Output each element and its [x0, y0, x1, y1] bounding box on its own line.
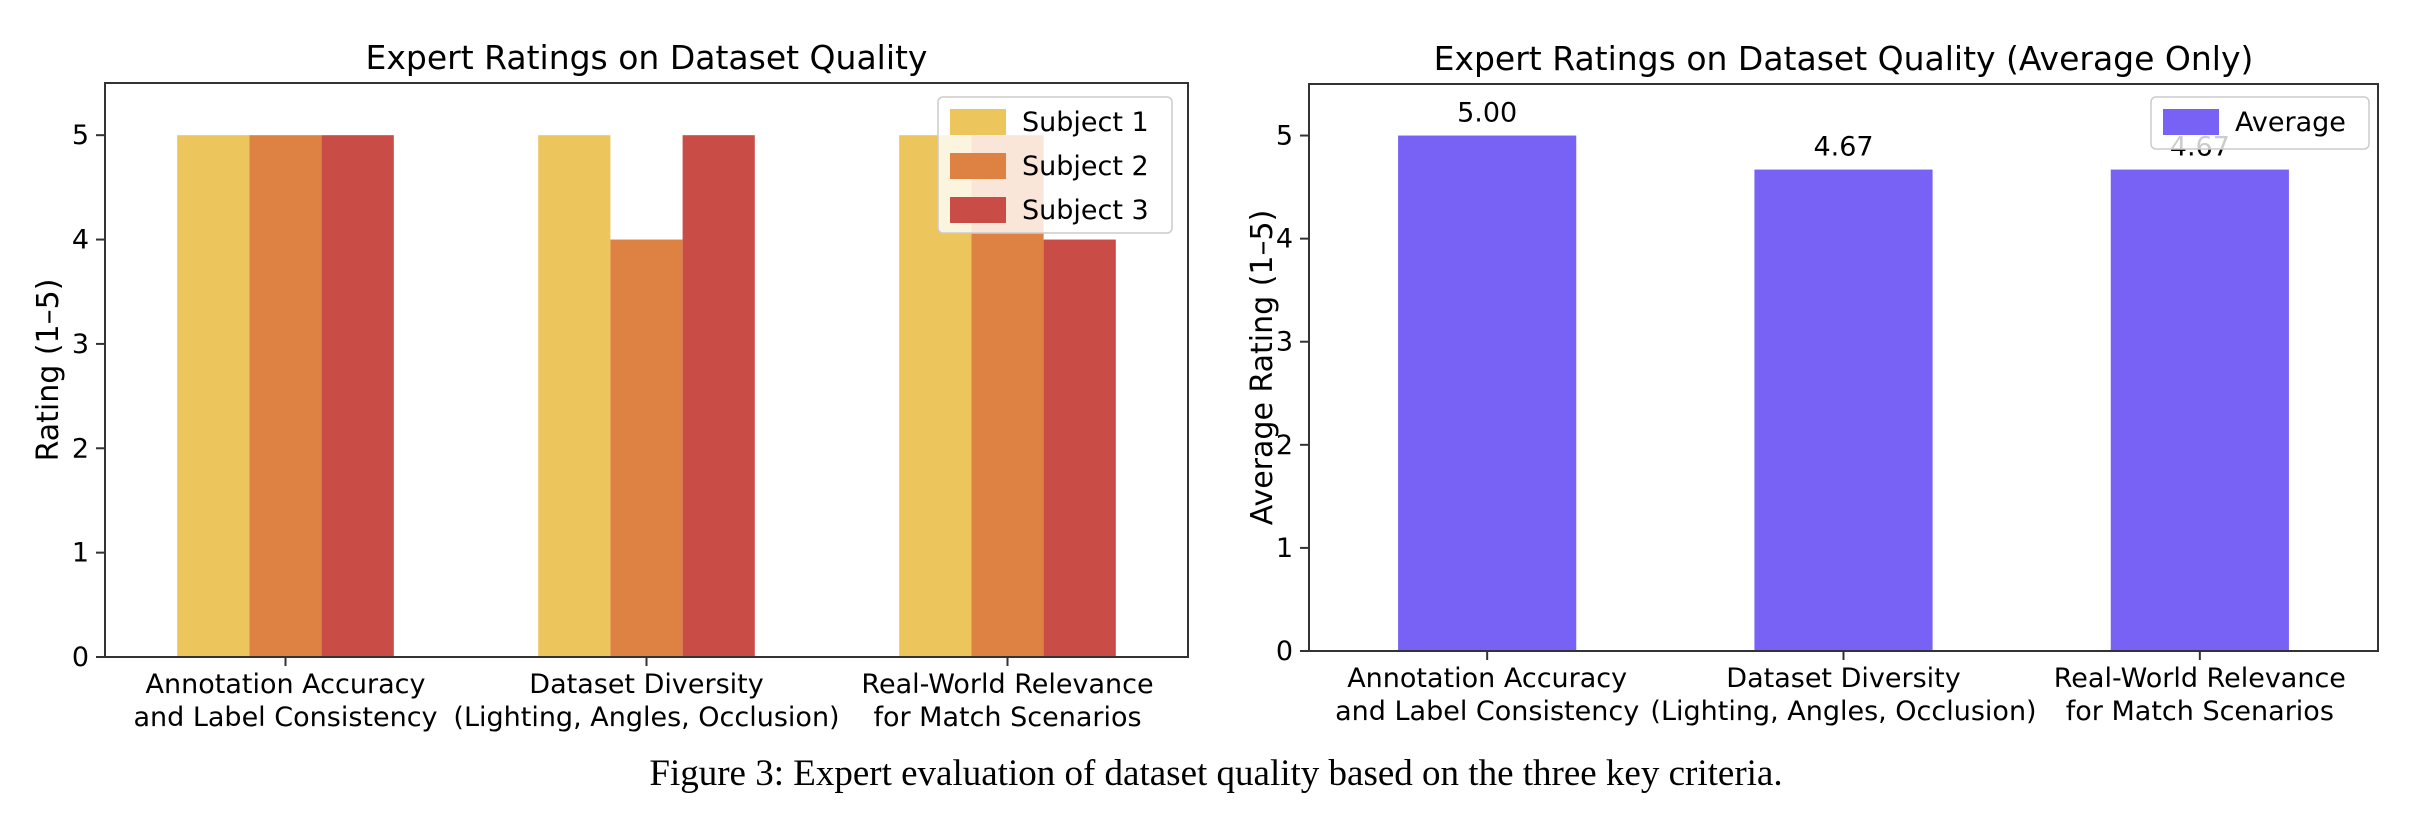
y-tick-label: 1	[1276, 533, 1293, 564]
chart-title: Expert Ratings on Dataset Quality (Avera…	[1434, 39, 2254, 78]
legend-swatch	[950, 153, 1006, 179]
legend-swatch	[2163, 109, 2219, 135]
figure-caption: Figure 3: Expert evaluation of dataset q…	[649, 753, 1783, 794]
x-tick-label: and Label Consistency	[133, 702, 437, 733]
x-tick-label: Annotation Accuracy	[146, 669, 426, 700]
data-label: 4.67	[1813, 132, 1873, 163]
x-tick-label: (Lighting, Angles, Occlusion)	[453, 702, 839, 733]
y-tick-label: 0	[72, 642, 89, 673]
y-tick-label: 4	[1276, 224, 1293, 255]
x-tick-label: for Match Scenarios	[2066, 696, 2334, 727]
legend-swatch	[950, 109, 1006, 135]
x-tick-label: and Label Consistency	[1335, 696, 1639, 727]
y-tick-label: 4	[72, 225, 89, 256]
bar	[538, 135, 611, 657]
y-tick-label: 3	[72, 329, 89, 360]
chart-1: Expert Ratings on Dataset Quality 0 1 2 3 4 5 A…	[31, 38, 1189, 733]
y-axis-label: Rating (1–5)	[31, 279, 66, 462]
legend-label: Subject 3	[1022, 195, 1149, 226]
bar	[1754, 169, 1933, 651]
y-tick-label: 3	[1276, 327, 1293, 358]
legend-label: Average	[2235, 107, 2346, 138]
bar	[2110, 169, 2289, 651]
chart-title: Expert Ratings on Dataset Quality	[366, 38, 928, 77]
y-tick-label: 2	[1276, 430, 1293, 461]
bar	[321, 135, 394, 657]
data-label: 5.00	[1457, 98, 1517, 129]
legend: Average	[2150, 96, 2370, 150]
x-tick-label: (Lighting, Angles, Occlusion)	[1650, 696, 2036, 727]
bar	[1398, 135, 1577, 651]
legend: Subject 1 Subject 2 Subject 3	[937, 96, 1173, 234]
bar	[610, 239, 683, 657]
y-tick-label: 5	[72, 120, 89, 151]
x-tick-label: Real-World Relevance	[2054, 663, 2346, 694]
legend-swatch	[950, 197, 1006, 223]
y-axis-label: Average Rating (1–5)	[1245, 210, 1280, 526]
chart-2: Expert Ratings on Dataset Quality (Avera…	[1245, 39, 2379, 727]
x-tick-label: Dataset Diversity	[1726, 663, 1960, 694]
x-tick-label: Annotation Accuracy	[1347, 663, 1627, 694]
bar	[249, 135, 322, 657]
legend-label: Subject 2	[1022, 151, 1149, 182]
legend-label: Subject 1	[1022, 107, 1149, 138]
y-tick-label: 2	[72, 433, 89, 464]
x-tick-label: for Match Scenarios	[873, 702, 1141, 733]
bar	[1043, 239, 1116, 657]
bar	[682, 135, 755, 657]
x-tick-label: Dataset Diversity	[529, 669, 763, 700]
y-tick-label: 5	[1276, 121, 1293, 152]
x-tick-label: Real-World Relevance	[861, 669, 1153, 700]
bar	[177, 135, 250, 657]
y-tick-label: 1	[72, 538, 89, 569]
y-tick-label: 0	[1276, 636, 1293, 667]
